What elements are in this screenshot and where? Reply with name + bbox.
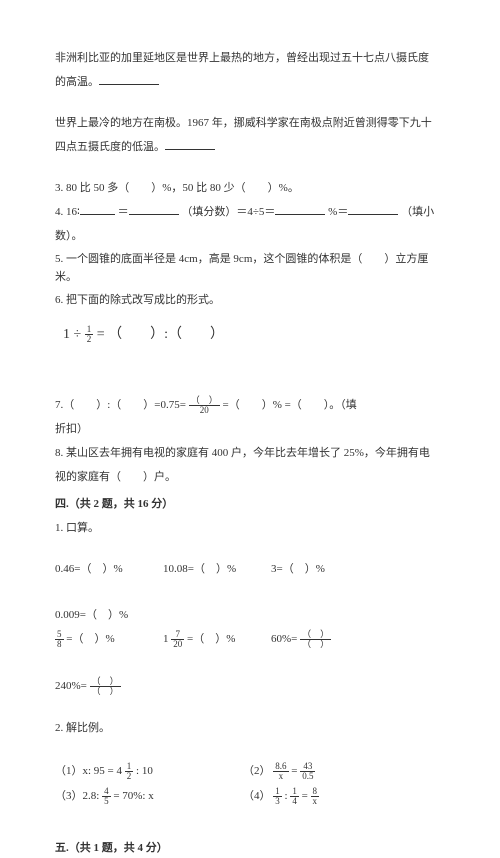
text: = <box>302 790 311 802</box>
text: 四点五摄氏度的低温。 <box>55 141 165 153</box>
solve-row-2: （3）2.8: 4 5 = 70%: x （4） 1 3 : 1 4 = 8 x <box>55 787 445 806</box>
blank <box>80 205 115 215</box>
text: = 70%: x <box>113 790 153 802</box>
question-4-line2: 数）。 <box>55 228 445 246</box>
fraction: 7 20 <box>171 630 184 649</box>
solve-cell: （3）2.8: 4 5 = 70%: x <box>55 787 225 806</box>
fraction: （ ） （ ） <box>300 630 331 649</box>
numerator: 8 <box>311 787 320 797</box>
text: = <box>291 765 300 777</box>
para-antarctica-1: 世界上最冷的地方在南极。1967 年，挪威科学家在南极点附近曾测得零下九十 <box>55 115 445 133</box>
para-libya-2: 的高温。 <box>55 74 445 92</box>
blank <box>99 75 159 85</box>
denominator: 20 <box>171 640 184 649</box>
calc-cell: 1 7 20 =（ ）% <box>163 630 243 649</box>
fraction: 8 x <box>311 787 320 806</box>
section-4-title: 四.（共 2 题，共 16 分） <box>55 496 445 514</box>
calc-row-2: 5 8 =（ ）% 1 7 20 =（ ）% 60%= （ ） （ ） 240%… <box>55 630 445 696</box>
text: = （ ）:（ ） <box>97 327 224 342</box>
question-8-line2: 视的家庭有（ ）户。 <box>55 469 445 487</box>
denominator: （ ） <box>300 640 331 649</box>
calc-cell: 0.009=（ ）% <box>55 607 135 625</box>
denominator: 20 <box>189 406 220 415</box>
text: 1 ÷ <box>63 327 85 342</box>
numerator: 1 <box>290 787 299 797</box>
blank <box>129 205 179 215</box>
text: ＝ <box>118 206 129 218</box>
numerator: 1 <box>273 787 282 797</box>
calc-row-1: 0.46=（ ）% 10.08=（ ）% 3=（ ）% 0.009=（ ）% <box>55 561 445 624</box>
question-3: 3. 80 比 50 多（ ）%，50 比 80 少（ ）%。 <box>55 180 445 198</box>
text: %＝ <box>328 206 348 218</box>
text: （填小 <box>401 206 434 218</box>
denominator: x <box>311 797 320 806</box>
calc-cell: 3=（ ）% <box>271 561 351 579</box>
text: : 10 <box>136 765 153 777</box>
fraction: （ ） 20 <box>189 396 220 415</box>
fraction: 1 2 <box>125 762 134 781</box>
denominator: 3 <box>273 797 282 806</box>
denominator: （ ） <box>90 687 121 696</box>
numerator: 4 <box>102 787 111 797</box>
blank <box>275 205 325 215</box>
question-5: 5. 一个圆锥的底面半径是 4cm，高是 9cm，这个圆锥的体积是（ ）立方厘米… <box>55 251 445 286</box>
text: （2） <box>243 765 271 777</box>
solve-cell: （2） 8.6 x = 43 0.5 <box>243 762 315 781</box>
numerator: 8.6 <box>273 762 288 772</box>
text: 60%= <box>271 634 297 646</box>
text: =（ ）% <box>66 634 114 646</box>
denominator: 8 <box>55 640 64 649</box>
fraction: 1 4 <box>290 787 299 806</box>
numerator: 43 <box>300 762 315 772</box>
text: 240%= <box>55 681 87 693</box>
calc-cell: 10.08=（ ）% <box>163 561 243 579</box>
fraction: （ ） （ ） <box>90 677 121 696</box>
equation-6: 1 ÷ 1 2 = （ ）:（ ） <box>63 324 445 346</box>
calc-cell: 240%= （ ） （ ） <box>55 677 135 696</box>
text: 4. 16∶ <box>55 206 80 218</box>
calc-cell: 60%= （ ） （ ） <box>271 630 351 649</box>
question-8-line1: 8. 某山区去年拥有电视的家庭有 400 户，今年比去年增长了 25%，今年拥有… <box>55 445 445 463</box>
question-7-line2: 折扣） <box>55 421 445 439</box>
fraction: 1 2 <box>85 325 94 344</box>
calc-cell: 0.46=（ ）% <box>55 561 135 579</box>
text: （4） <box>243 790 271 802</box>
section-4-q2: 2. 解比例。 <box>55 720 445 738</box>
denominator: x <box>273 772 288 781</box>
denominator: 4 <box>290 797 299 806</box>
text: =（ ）% =（ ）。（填 <box>222 399 356 411</box>
text: =（ ）% <box>187 634 235 646</box>
solve-cell: （4） 1 3 : 1 4 = 8 x <box>243 787 319 806</box>
fraction: 5 8 <box>55 630 64 649</box>
fraction: 1 3 <box>273 787 282 806</box>
question-4-line1: 4. 16∶ ＝ （填分数）＝4÷5＝ %＝ （填小 <box>55 204 445 222</box>
fraction: 43 0.5 <box>300 762 315 781</box>
text: 的高温。 <box>55 76 99 88</box>
denominator: 2 <box>125 772 134 781</box>
fraction: 4 5 <box>102 787 111 806</box>
fraction: 8.6 x <box>273 762 288 781</box>
text: （1）x: 95 = 4 <box>55 765 122 777</box>
text: （填分数）＝4÷5＝ <box>181 206 275 218</box>
section-5-title: 五.（共 1 题，共 4 分） <box>55 840 445 858</box>
section-4-q1: 1. 口算。 <box>55 520 445 538</box>
text: 1 <box>163 634 169 646</box>
denominator: 5 <box>102 797 111 806</box>
blank <box>165 140 215 150</box>
denominator: 0.5 <box>300 772 315 781</box>
para-antarctica-2: 四点五摄氏度的低温。 <box>55 139 445 157</box>
solve-cell: （1）x: 95 = 4 1 2 : 10 <box>55 762 225 781</box>
blank <box>348 205 398 215</box>
solve-row-1: （1）x: 95 = 4 1 2 : 10 （2） 8.6 x = 43 0.5 <box>55 762 445 781</box>
text: : <box>285 790 288 802</box>
text: （3）2.8: <box>55 790 99 802</box>
para-libya-1: 非洲利比亚的加里延地区是世界上最热的地方，曾经出现过五十七点八摄氏度 <box>55 50 445 68</box>
denominator: 2 <box>85 335 94 344</box>
numerator: 1 <box>125 762 134 772</box>
question-6: 6. 把下面的除式改写成比的形式。 <box>55 292 445 310</box>
question-7-line1: 7.（ ）:（ ）=0.75= （ ） 20 =（ ）% =（ ）。（填 <box>55 396 445 415</box>
text: 7.（ ）:（ ）=0.75= <box>55 399 189 411</box>
calc-cell: 5 8 =（ ）% <box>55 630 135 649</box>
